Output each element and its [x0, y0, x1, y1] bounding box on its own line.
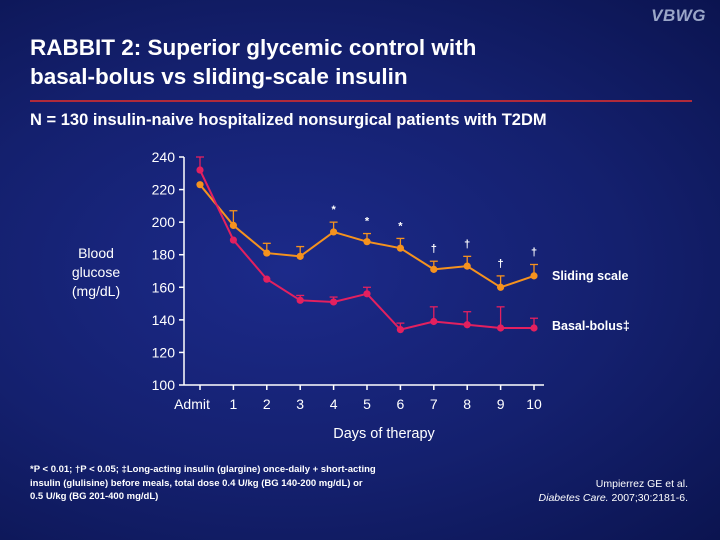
significance-marker: † [431, 243, 437, 255]
y-tick-label: 140 [152, 312, 176, 328]
x-axis-label: Days of therapy [333, 426, 435, 442]
y-tick-label: 200 [152, 214, 176, 230]
data-point [396, 244, 404, 252]
x-tick-label: 8 [463, 396, 471, 412]
citation: Umpierrez GE et al. Diabetes Care. 2007;… [539, 477, 688, 505]
data-point [396, 326, 404, 334]
y-tick-label: 100 [152, 377, 176, 393]
data-point [263, 249, 271, 257]
significance-marker: † [531, 246, 537, 258]
data-point [296, 252, 304, 260]
x-tick-label: 6 [397, 396, 405, 412]
series-line [199, 169, 534, 331]
x-tick-label: 3 [296, 396, 304, 412]
y-axis-label-line-1: Blood [78, 245, 114, 261]
data-point [463, 321, 471, 329]
x-tick-label: 9 [497, 396, 505, 412]
significance-marker: * [365, 216, 370, 228]
data-point [263, 275, 271, 283]
x-tick-label: 4 [330, 396, 338, 412]
x-tick-label: 1 [230, 396, 238, 412]
y-tick-label: 160 [152, 279, 176, 295]
data-point [363, 238, 371, 246]
legend-sliding-scale: Sliding scale [552, 269, 628, 283]
data-point [196, 181, 204, 189]
significance-marker: * [331, 204, 336, 216]
title-line-2: basal-bolus vs sliding-scale insulin [30, 64, 408, 89]
legend-basal-bolus: Basal-bolus‡ [552, 319, 630, 333]
footnote-line-2: insulin (glulisine) before meals, total … [30, 477, 363, 489]
significance-marker: † [464, 238, 470, 250]
data-point [196, 166, 204, 174]
x-tick-label: Admit [174, 396, 210, 412]
footnote: *P < 0.01; †P < 0.05; ‡Long-acting insul… [30, 463, 480, 504]
data-point [530, 324, 538, 332]
vbwg-logo: VBWG [651, 6, 706, 25]
data-point [430, 265, 438, 273]
x-tick-label: 10 [526, 396, 542, 412]
y-tick-label: 240 [152, 149, 176, 165]
data-point [430, 317, 438, 326]
title-divider [30, 100, 692, 102]
data-point [330, 298, 338, 306]
footnote-line-3: 0.5 U/kg (BG 201-400 mg/dL) [30, 491, 159, 502]
y-tick-label: 180 [152, 247, 176, 263]
x-tick-label: 7 [430, 396, 438, 412]
data-point [530, 272, 538, 280]
y-axis-label-line-2: glucose [71, 264, 121, 280]
citation-ref: 2007;30:2181-6. [608, 492, 689, 504]
significance-marker: * [398, 220, 403, 232]
title-line-1: RABBIT 2: Superior glycemic control with [30, 35, 477, 60]
data-point [229, 236, 237, 244]
significance-marker: † [498, 258, 504, 270]
data-point [497, 324, 505, 332]
data-point [296, 296, 304, 304]
data-point [330, 228, 338, 236]
y-tick-label: 220 [152, 182, 176, 198]
data-point [363, 290, 371, 298]
citation-authors: Umpierrez GE et al. [595, 478, 688, 490]
y-tick-label: 120 [152, 344, 176, 360]
data-point [497, 283, 505, 291]
y-axis-label-line-3: (mg/dL) [71, 283, 121, 299]
x-tick-label: 5 [363, 396, 371, 412]
data-point [463, 262, 471, 270]
citation-journal: Diabetes Care. [538, 492, 609, 504]
y-axis-label: Blood glucose (mg/dL) [54, 244, 138, 301]
x-tick-label: 2 [263, 396, 271, 412]
slide-title: RABBIT 2: Superior glycemic control with… [30, 33, 670, 91]
footnote-line-1: *P < 0.01; †P < 0.05; ‡Long-acting insul… [30, 464, 376, 475]
data-point [229, 221, 237, 229]
slide-subtitle: N = 130 insulin-naive hospitalized nonsu… [30, 111, 547, 129]
citation-source: Diabetes Care. 2007;30:2181-6. [539, 491, 688, 505]
